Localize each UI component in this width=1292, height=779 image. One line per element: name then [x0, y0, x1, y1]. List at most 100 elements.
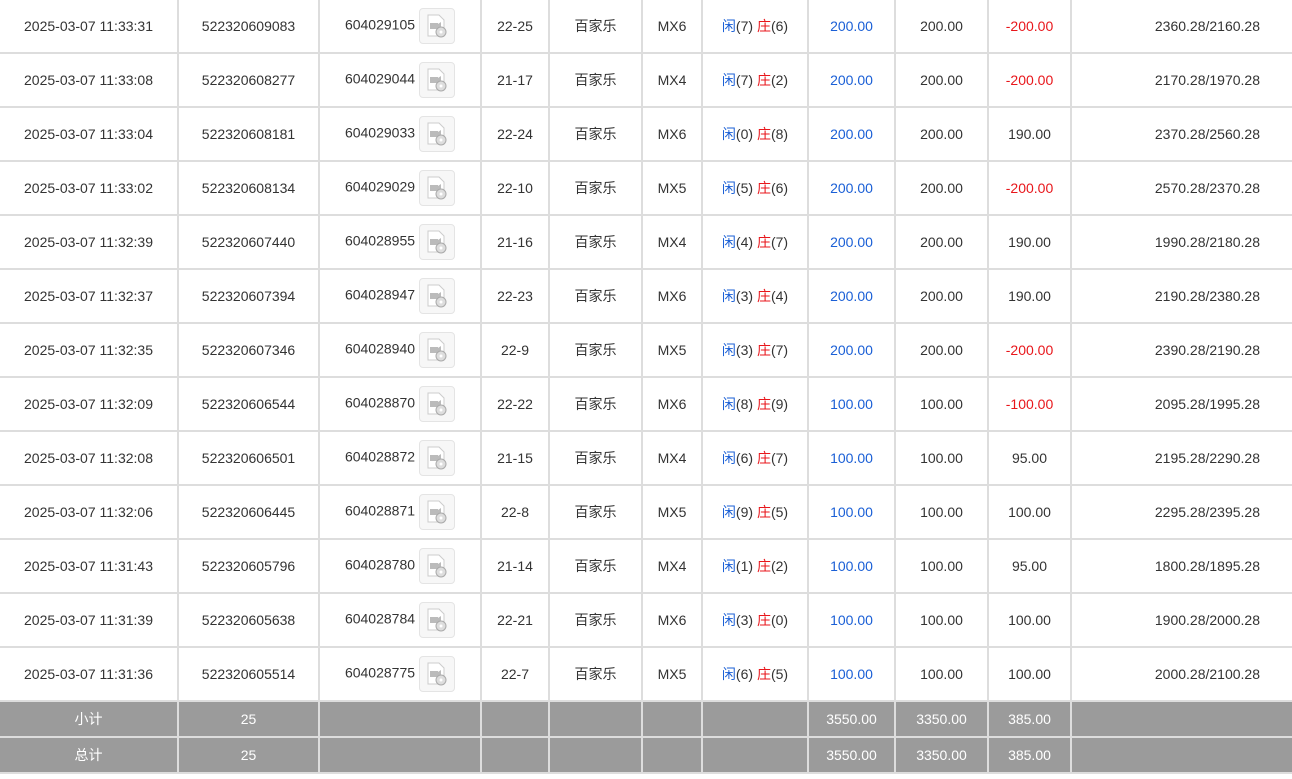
- balance: 2360.28/2160.28: [1070, 0, 1292, 54]
- round-number: 604028940: [344, 340, 416, 357]
- round-number: 604028870: [344, 394, 416, 411]
- bet-amount: 100.00: [807, 376, 896, 432]
- valid-bet: 200.00: [894, 322, 989, 378]
- win-loss: 100.00: [987, 484, 1072, 540]
- round-cell: 604029029: [318, 160, 482, 216]
- shoe-number: 22-8: [480, 484, 550, 540]
- result-cell: 闲(8) 庄(9): [701, 376, 809, 432]
- video-replay-icon[interactable]: [419, 386, 456, 422]
- result-cell: 闲(6) 庄(7): [701, 430, 809, 486]
- player-points: (0): [735, 126, 754, 142]
- video-replay-icon[interactable]: [419, 278, 456, 314]
- shoe-number: 21-17: [480, 52, 550, 108]
- table-name: MX6: [641, 592, 703, 648]
- subtotal-row: 小计 25 3550.00 3350.00 385.00: [0, 700, 1292, 738]
- bet-amount: 200.00: [807, 0, 896, 54]
- video-replay-icon[interactable]: [419, 8, 456, 44]
- valid-bet: 100.00: [894, 592, 989, 648]
- video-replay-icon[interactable]: [419, 440, 456, 476]
- balance: 2570.28/2370.28: [1070, 160, 1292, 216]
- shoe-number: 21-16: [480, 214, 550, 270]
- round-cell: 604028780: [318, 538, 482, 594]
- player-label: 闲: [721, 342, 736, 358]
- table-row: 2025-03-07 11:33:04 522320608181 604029033…: [0, 106, 1292, 162]
- banker-label: 庄: [756, 450, 771, 466]
- balance: 2370.28/2560.28: [1070, 106, 1292, 162]
- player-label: 闲: [721, 504, 736, 520]
- round-number: 604028955: [344, 232, 416, 249]
- video-replay-icon[interactable]: [419, 332, 456, 368]
- game-name: 百家乐: [548, 214, 643, 270]
- banker-points: (9): [770, 396, 789, 412]
- win-loss: -200.00: [987, 322, 1072, 378]
- video-replay-icon[interactable]: [419, 602, 456, 638]
- subtotal-win: 385.00: [987, 700, 1072, 738]
- game-name: 百家乐: [548, 268, 643, 324]
- bet-time: 2025-03-07 11:32:08: [0, 430, 179, 486]
- valid-bet: 200.00: [894, 160, 989, 216]
- round-number: 604029029: [344, 178, 416, 195]
- win-loss: 190.00: [987, 268, 1072, 324]
- balance: 2190.28/2380.28: [1070, 268, 1292, 324]
- bet-time: 2025-03-07 11:31:39: [0, 592, 179, 648]
- player-points: (3): [735, 342, 754, 358]
- win-loss: -100.00: [987, 376, 1072, 432]
- balance: 2095.28/1995.28: [1070, 376, 1292, 432]
- round-number: 604029033: [344, 124, 416, 141]
- result-cell: 闲(7) 庄(2): [701, 52, 809, 108]
- round-cell: 604028870: [318, 376, 482, 432]
- banker-points: (4): [770, 288, 789, 304]
- win-loss: 190.00: [987, 106, 1072, 162]
- result-cell: 闲(0) 庄(8): [701, 106, 809, 162]
- table-name: MX4: [641, 538, 703, 594]
- video-replay-icon[interactable]: [419, 116, 456, 152]
- balance: 2295.28/2395.28: [1070, 484, 1292, 540]
- table-row: 2025-03-07 11:32:06 522320606445 604028871…: [0, 484, 1292, 540]
- bet-amount: 200.00: [807, 322, 896, 378]
- order-number: 522320607394: [177, 268, 320, 324]
- video-replay-icon[interactable]: [419, 656, 456, 692]
- bet-amount: 200.00: [807, 268, 896, 324]
- video-replay-icon[interactable]: [419, 170, 456, 206]
- win-loss: -200.00: [987, 0, 1072, 54]
- round-number: 604028947: [344, 286, 416, 303]
- round-number: 604029105: [344, 16, 416, 33]
- valid-bet: 100.00: [894, 484, 989, 540]
- bet-amount: 200.00: [807, 106, 896, 162]
- round-number: 604028780: [344, 556, 416, 573]
- win-loss: -200.00: [987, 160, 1072, 216]
- shoe-number: 22-25: [480, 0, 550, 54]
- subtotal-count: 25: [177, 700, 320, 738]
- table-row: 2025-03-07 11:32:09 522320606544 604028870…: [0, 376, 1292, 432]
- result-cell: 闲(3) 庄(7): [701, 322, 809, 378]
- video-replay-icon[interactable]: [419, 224, 456, 260]
- shoe-number: 21-15: [480, 430, 550, 486]
- valid-bet: 100.00: [894, 430, 989, 486]
- player-points: (4): [735, 234, 754, 250]
- player-points: (5): [735, 180, 754, 196]
- table-name: MX6: [641, 106, 703, 162]
- video-replay-icon[interactable]: [419, 494, 456, 530]
- banker-points: (8): [770, 126, 789, 142]
- player-points: (7): [735, 18, 754, 34]
- result-cell: 闲(3) 庄(0): [701, 592, 809, 648]
- player-label: 闲: [721, 18, 736, 34]
- player-points: (6): [735, 666, 754, 682]
- result-cell: 闲(6) 庄(5): [701, 646, 809, 702]
- video-replay-icon[interactable]: [419, 62, 456, 98]
- bet-amount: 200.00: [807, 52, 896, 108]
- round-number: 604028871: [344, 502, 416, 519]
- banker-points: (6): [770, 18, 789, 34]
- result-cell: 闲(7) 庄(6): [701, 0, 809, 54]
- banker-points: (6): [770, 180, 789, 196]
- table-row: 2025-03-07 11:33:31 522320609083 604029105…: [0, 0, 1292, 54]
- video-replay-icon[interactable]: [419, 548, 456, 584]
- round-cell: 604028940: [318, 322, 482, 378]
- banker-points: (0): [770, 612, 789, 628]
- result-cell: 闲(1) 庄(2): [701, 538, 809, 594]
- bet-time: 2025-03-07 11:33:04: [0, 106, 179, 162]
- banker-label: 庄: [756, 342, 771, 358]
- round-cell: 604029105: [318, 0, 482, 54]
- order-number: 522320606501: [177, 430, 320, 486]
